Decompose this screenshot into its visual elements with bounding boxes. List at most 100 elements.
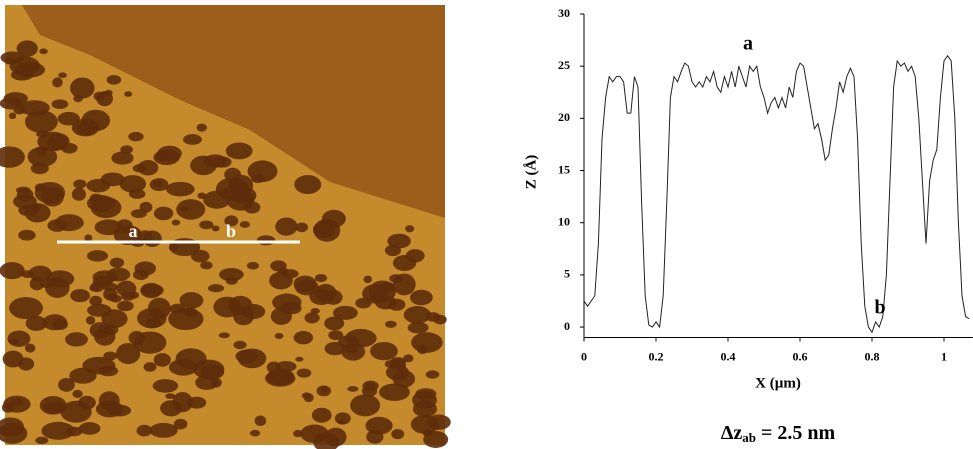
afm-hole	[147, 297, 171, 320]
afm-hole	[219, 267, 244, 282]
afm-hole	[16, 40, 38, 57]
afm-hole	[28, 265, 52, 282]
afm-hole	[152, 179, 163, 188]
afm-hole	[140, 282, 163, 299]
y-tick-label: 10	[558, 214, 570, 228]
afm-hole	[98, 391, 120, 411]
caption: Δzab = 2.5 nm	[721, 422, 836, 445]
afm-hole	[24, 110, 58, 134]
afm-hole	[86, 178, 111, 193]
afm-hole	[137, 159, 159, 176]
image-label: a	[129, 221, 138, 241]
afm-hole	[391, 429, 405, 440]
afm-hole	[387, 233, 411, 249]
afm-hole	[392, 255, 417, 271]
afm-hole	[27, 146, 58, 167]
caption-sub: ab	[742, 430, 756, 445]
afm-hole	[179, 206, 189, 212]
afm-hole	[385, 320, 397, 328]
afm-hole	[256, 235, 276, 246]
afm-hole	[109, 294, 122, 303]
afm-hole	[403, 354, 414, 363]
afm-hole	[233, 307, 254, 326]
afm-image	[0, 5, 451, 449]
afm-hole	[94, 219, 123, 236]
afm-hole	[384, 360, 396, 368]
afm-hole	[274, 332, 284, 340]
afm-hole	[111, 151, 134, 165]
afm-hole	[52, 318, 68, 330]
x-tick-label: 0.2	[649, 349, 664, 363]
afm-hole	[137, 230, 153, 244]
afm-hole	[275, 217, 298, 236]
afm-hole	[363, 275, 373, 284]
afm-hole	[8, 112, 17, 120]
afm-hole	[35, 436, 49, 445]
afm-hole	[282, 269, 299, 279]
afm-hole	[405, 225, 415, 233]
afm-hole	[190, 249, 210, 263]
afm-hole	[249, 429, 261, 437]
afm-hole	[24, 203, 51, 223]
afm-hole	[311, 407, 332, 423]
afm-hole	[433, 314, 447, 325]
afm-hole	[132, 269, 149, 281]
afm-hole	[389, 274, 404, 283]
afm-hole	[0, 262, 25, 280]
afm-hole	[69, 367, 97, 384]
afm-hole	[41, 421, 75, 440]
afm-hole	[304, 312, 320, 324]
afm-hole	[316, 385, 332, 397]
afm-hole	[155, 154, 169, 162]
afm-hole	[7, 330, 31, 347]
afm-hole	[410, 289, 433, 306]
afm-hole	[54, 214, 84, 232]
afm-hole	[233, 340, 247, 350]
afm-hole	[218, 332, 230, 339]
afm-hole	[128, 131, 144, 142]
afm-hole	[293, 429, 303, 438]
afm-hole	[106, 267, 131, 282]
afm-hole	[93, 326, 116, 346]
afm-hole	[350, 394, 381, 417]
afm-hole	[239, 221, 250, 228]
afm-hole	[168, 358, 198, 376]
afm-hole	[57, 111, 80, 126]
afm-hole	[246, 261, 259, 270]
afm-hole	[86, 194, 115, 212]
afm-hole	[14, 62, 46, 78]
afm-hole	[71, 118, 100, 137]
afm-hole	[136, 424, 152, 437]
afm-hole	[44, 277, 70, 298]
afm-hole	[58, 378, 75, 392]
afm-hole	[388, 298, 406, 311]
afm-hole	[58, 72, 67, 79]
x-tick-label: 0.8	[865, 349, 880, 363]
afm-hole	[200, 364, 225, 380]
afm-hole	[168, 307, 204, 331]
afm-hole	[187, 396, 207, 409]
afm-hole	[323, 289, 343, 305]
afm-hole	[294, 174, 322, 195]
afm-hole	[296, 368, 312, 378]
afm-hole	[10, 398, 24, 407]
afm-hole	[133, 331, 167, 354]
afm-hole	[295, 222, 309, 233]
afm-hole	[30, 162, 49, 175]
afm-terrace	[22, 5, 445, 218]
caption-rest: = 2.5 nm	[756, 422, 836, 444]
y-tick-label: 25	[558, 58, 570, 72]
afm-hole	[119, 175, 147, 193]
afm-hole	[365, 416, 393, 435]
afm-hole	[254, 415, 267, 427]
afm-hole	[129, 291, 140, 299]
afm-hole	[321, 209, 346, 228]
afm-hole	[385, 364, 410, 381]
afm-hole	[73, 179, 87, 189]
afm-hole	[199, 220, 214, 230]
afm-hole	[93, 91, 106, 101]
afm-hole	[130, 209, 147, 219]
annotation: b	[874, 297, 885, 319]
afm-hole	[153, 353, 171, 367]
